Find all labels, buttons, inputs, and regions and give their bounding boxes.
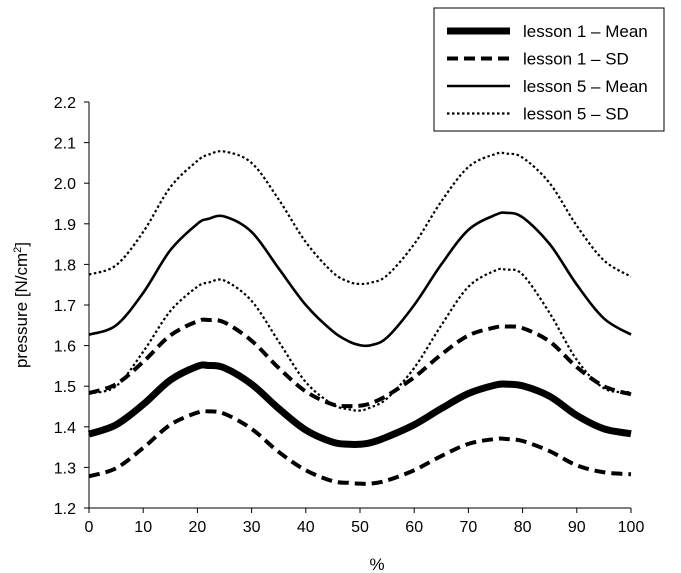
x-tick-label: 100 [618, 519, 645, 536]
y-tick-label: 2.0 [54, 176, 76, 193]
x-tick-label: 60 [405, 519, 423, 536]
series-line-dashed-1 [88, 409, 632, 486]
series-line-solid-3 [88, 211, 632, 348]
x-axis: 0 10 20 30 40 50 60 70 80 90 100 [85, 508, 645, 536]
y-axis-title: pressure [N/cm2] [12, 242, 31, 368]
x-tick-label: 80 [514, 519, 532, 536]
y-tick-label: 1.2 [54, 501, 76, 518]
legend-label: lesson 5 – Mean [523, 77, 648, 96]
x-axis-title: % [369, 555, 384, 573]
series-group [87, 150, 632, 486]
y-tick-label: 1.8 [54, 257, 76, 274]
y-tick-label: 1.4 [54, 420, 76, 437]
x-tick-label: 90 [568, 519, 586, 536]
series-line-thick-solid-0 [87, 361, 632, 448]
y-axis: 1.2 1.3 1.4 1.5 1.6 1.7 1.8 1.9 2.0 2.1 2.2 [54, 95, 89, 518]
legend-items: lesson 1 – Mean lesson 1 – SD lesson 5 – M… [447, 22, 648, 124]
y-tick-label: 2.2 [54, 95, 76, 112]
legend-label: lesson 1 – Mean [523, 22, 648, 41]
series-line-dotted-4 [88, 150, 632, 286]
y-tick-label: 1.3 [54, 460, 76, 477]
y-axis-title-suffix: ] [12, 242, 31, 247]
legend-label: lesson 5 – SD [523, 105, 629, 124]
x-tick-label: 20 [189, 519, 207, 536]
x-tick-label: 30 [243, 519, 261, 536]
x-tick-label: 50 [351, 519, 369, 536]
y-tick-label: 1.5 [54, 379, 76, 396]
y-tick-label: 2.1 [54, 136, 76, 153]
y-axis-title-main: pressure [N/cm [12, 253, 31, 368]
x-tick-label: 70 [460, 519, 478, 536]
legend-label: lesson 1 – SD [523, 50, 629, 69]
x-tick-label: 10 [134, 519, 152, 536]
y-tick-label: 1.7 [54, 298, 76, 315]
legend: lesson 1 – Mean lesson 1 – SD lesson 5 – M… [433, 7, 665, 132]
x-tick-label: 40 [297, 519, 315, 536]
series-line-dotted-5 [88, 267, 632, 412]
y-tick-label: 1.6 [54, 339, 76, 356]
y-axis-title-superscript: 2 [12, 247, 24, 253]
series-line-dashed-2 [88, 317, 632, 409]
y-tick-label: 1.9 [54, 217, 76, 234]
x-tick-label: 0 [85, 519, 94, 536]
